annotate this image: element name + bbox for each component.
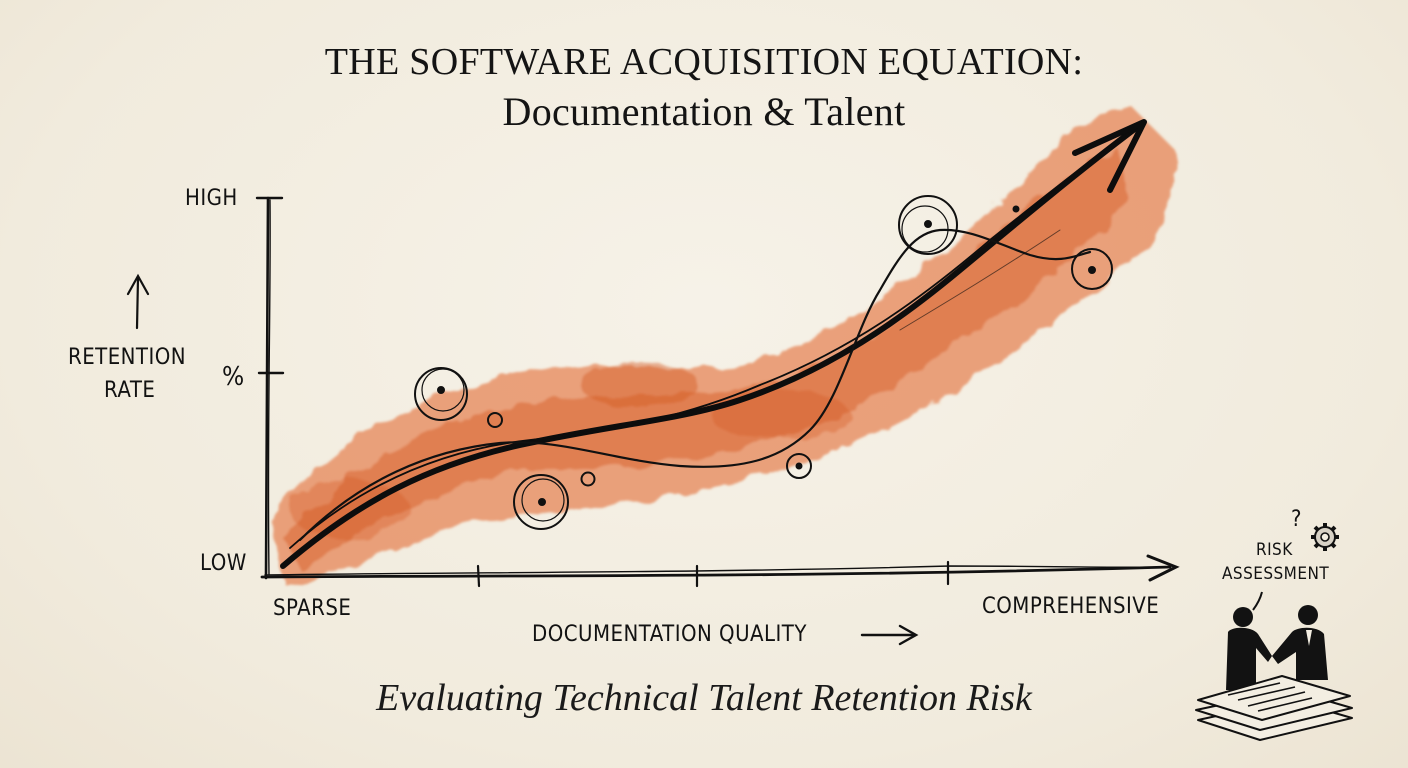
data-point <box>786 453 812 479</box>
data-point <box>580 471 596 487</box>
chart-title-line1: THE SOFTWARE ACQUISITION EQUATION: <box>324 41 1084 83</box>
data-point <box>898 195 958 255</box>
x-axis-end-label: COMPREHENSIVE <box>982 594 1160 619</box>
y-axis <box>255 196 285 580</box>
chart-subtitle: Evaluating Technical Talent Retention Ri… <box>376 677 1032 719</box>
x-axis-title: DOCUMENTATION QUALITY <box>532 622 807 647</box>
observed-wavy-line <box>298 228 1092 542</box>
y-axis-title-line2: RATE <box>104 378 156 403</box>
chart-title-line2: Documentation & Talent <box>502 89 906 134</box>
x-axis-arrow-icon <box>860 624 919 646</box>
y-axis-high-label: HIGH <box>185 186 238 211</box>
data-point <box>487 412 503 428</box>
data-point <box>1012 205 1020 213</box>
data-point <box>414 367 468 421</box>
data-point <box>1071 248 1113 290</box>
y-axis-title-line1: RETENTION <box>68 345 187 370</box>
x-axis <box>260 554 1180 588</box>
gear-icon <box>1311 523 1339 551</box>
watercolor-band <box>270 105 1176 585</box>
trend-arrow-line <box>280 119 1147 569</box>
y-axis-low-label: LOW <box>200 551 247 576</box>
documents-icon <box>1195 675 1353 741</box>
speech-tick <box>1252 591 1263 611</box>
risk-assessment-illustration <box>1195 523 1353 741</box>
data-point <box>513 474 569 530</box>
scatter-points <box>414 195 1113 530</box>
risk-caption-line1: RISK <box>1256 540 1293 560</box>
y-axis-unit-label: % <box>222 362 245 392</box>
risk-caption-line2: ASSESSMENT <box>1222 564 1330 584</box>
y-axis-arrow-icon <box>126 273 150 330</box>
question-mark: ? <box>1291 507 1302 532</box>
x-axis-start-label: SPARSE <box>273 596 352 621</box>
handshake-icon <box>1226 605 1328 690</box>
